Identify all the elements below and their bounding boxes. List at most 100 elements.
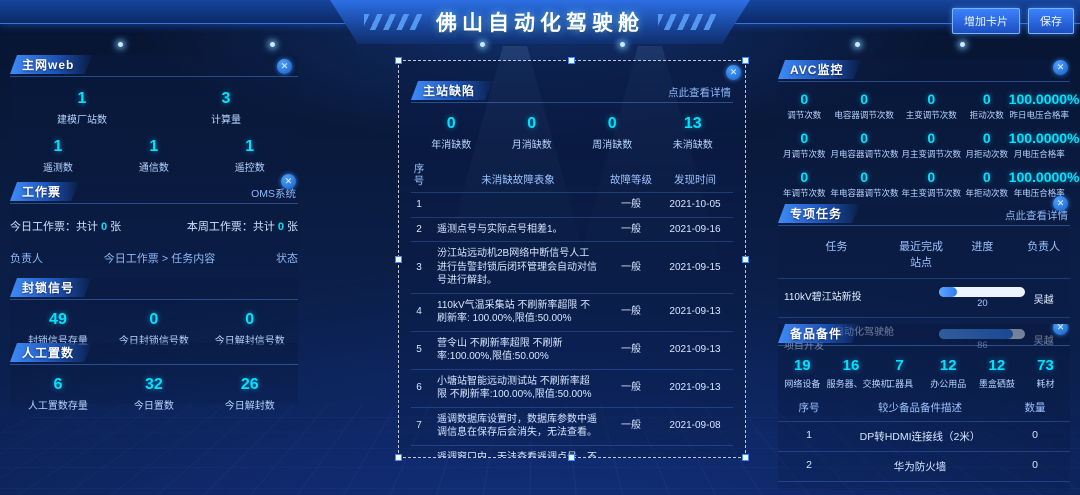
avc-stat: 0 月电容器调节次数 [830,130,899,159]
resize-handle-n[interactable] [568,57,575,64]
avc-stat: 0 拒动次数 [969,91,1004,120]
resize-handle-s[interactable] [568,454,575,461]
avc-stat: 0 年拒动次数 [965,169,1009,198]
table-row[interactable]: 6 小塘站智能远动测试站 不刷新率超限 不刷新率:100.00%,限值:50.00… [411,368,733,407]
table-row[interactable]: 1 DP转HDMI连接线（2米） 0 [778,421,1070,451]
resize-handle-sw[interactable] [395,454,402,461]
stat-ink-toner: 12 墨盒硒鼓 [978,357,1015,389]
close-icon[interactable]: ✕ [726,65,741,80]
panel-header: AVC监控 [778,60,1070,82]
stat-network-devices: 19 网络设备 [784,357,821,389]
table-row[interactable]: 2 华为防火墙 0 [778,451,1070,481]
resize-handle-se[interactable] [742,454,749,461]
avc-stat: 0 年调节次数 [783,169,826,198]
task-row[interactable]: 110kV碧江站新投 20 吴越 [778,278,1070,309]
stat-modeled-stations: 1 建模厂站数 [57,90,107,126]
glow-dot [960,42,965,47]
table-row[interactable]: 4 110kV气温采集站 不刷新率超限 不刷新率: 100.00%,限值:50.0… [411,292,733,331]
defects-table-header: 序号 未消缺故障表象 故障等级 发现时间 [413,163,716,188]
panel-header: 主网web [10,55,298,77]
progress-bar: 20 [939,287,1026,309]
avc-stat: 100.0000% 昨日电压合格率 [1008,91,1080,120]
spare-parts-table: 序号 较少备品备件描述 数量 1 DP转HDMI连接线（2米） 0 2 华为防火墙 0 … [778,400,1070,490]
table-row[interactable]: 3 汾江站远动机2B网络中断信号人工进行告警封锁后闭环管理会自动对信号进行解封。一… [411,241,733,293]
view-details-link[interactable]: 点此查看详情 [668,87,731,99]
col-task-content: 今日工作票 > 任务内容 [103,253,216,265]
close-icon[interactable]: ✕ [281,174,296,189]
panel-work-ticket: ✕ 工作票 OMS系统 今日工作票：共计 0 张 本周工作票：共计 0 张 负责人 今日… [10,174,298,270]
panel-header: 备品备件 [778,324,1070,346]
save-button[interactable]: 保存 [1028,8,1074,34]
avc-stat: 0 年电容器调节次数 [830,169,899,198]
table-row[interactable]: 1 一般 2021-10-05 [411,192,733,217]
table-row[interactable]: 3罗技无线鼠标键盘0 [778,481,1070,490]
panel-title: 备品备件 [778,324,860,343]
defects-table: 序号 未消缺故障表象 故障等级 发现时间 1 一般 2021-10-05 2 遥测点号… [411,163,733,457]
glow-dot [480,42,485,47]
spare-table-header: 序号 较少备品备件描述 数量 [798,402,1046,414]
panel-manual-set: 人工置数 6 人工置数存量 32 今日置数 26 今日解封数 [10,343,298,412]
panel-header: 人工置数 [10,343,298,365]
panel-title: 主站缺陷 [411,81,493,100]
stat-week-fixed: 0 周消缺数 [592,115,633,151]
panel-station-defects[interactable]: ✕ 主站缺陷 点此查看详情 0 年消缺数 0 月消缺数 0 周消缺数 13 未消… [398,60,746,458]
stat-consumables: 73 耗材 [1036,357,1055,389]
stat-calc-volume: 3 计算量 [211,90,241,126]
avc-stat: 100.0000% 月电压合格率 [1008,130,1080,159]
today-ticket-count: 今日工作票：共计 0 张 [10,221,122,233]
decor-slashes-right [658,14,716,30]
stat-telemetry: 1 遥测数 [42,138,73,174]
panel-main-web: ✕ 主网web 1 建模厂站数 3 计算量 1 遥测数 1 通信数 1 遥控数 [10,55,298,175]
header-bar-left [0,0,348,24]
table-row[interactable]: 5 营令山 不刷新率超限 不刷新率:100.00%,限值:50.00% 一般 2021… [411,330,733,369]
close-icon[interactable]: ✕ [1053,196,1068,211]
avc-stat: 0 月主变调节次数 [901,130,962,159]
stat-released-today: 26 今日解封数 [224,376,275,412]
ticket-table-header: 负责人 今日工作票 > 任务内容 状态 [10,250,298,266]
panel-title: 人工置数 [10,343,92,362]
panel-header: 封锁信号 [10,278,298,300]
header-buttons: 增加卡片 保存 [952,8,1074,34]
col-status: 状态 [275,253,298,265]
stat-unfixed: 13 未消缺数 [672,115,713,151]
panel-title: AVC监控 [778,60,861,79]
close-icon[interactable]: ✕ [1053,60,1068,75]
table-row[interactable]: 2 遥测点号与实际点号相差1。 一般 2021-09-16 [411,216,733,242]
panel-spare-parts: ✕ 备品备件 19 网络设备 16 服务器、交换机 7 工器具 12 办公用品 12 墨盒… [778,324,1070,490]
glow-dot [270,42,275,47]
stat-tools: 7 工器具 [886,357,914,389]
resize-handle-w[interactable] [395,256,402,263]
decor-slashes-left [364,14,422,30]
stat-manual-stock: 6 人工置数存量 [27,376,88,412]
panel-header: 工作票 OMS系统 [10,182,298,204]
resize-handle-ne[interactable] [742,57,749,64]
resize-handle-e[interactable] [742,256,749,263]
col-owner: 负责人 [10,253,43,265]
avc-stat: 100.0000% 年电压合格率 [1008,169,1080,198]
avc-stat: 0 调节次数 [787,91,822,120]
top-header: 佛山自动化驾驶舱 增加卡片 保存 [0,0,1080,48]
avc-stat: 0 月拒动次数 [965,130,1009,159]
resize-handle-nw[interactable] [395,57,402,64]
panel-title: 封锁信号 [10,278,92,297]
stat-comm: 1 通信数 [138,138,169,174]
stat-year-fixed: 0 年消缺数 [431,115,472,151]
close-icon[interactable]: ✕ [277,59,292,74]
avc-stat: 0 年主变调节次数 [901,169,962,198]
stat-unblocked-today: 0 今日解封信号数 [214,311,285,347]
view-details-link[interactable]: 点此查看详情 [1005,210,1068,222]
panel-title: 主网web [10,55,92,74]
close-icon[interactable]: ✕ [1053,324,1068,335]
oms-source-label: OMS系统 [251,188,296,200]
week-ticket-count: 本周工作票：共计 0 张 [186,221,298,233]
title-banner: 佛山自动化驾驶舱 [330,0,750,44]
table-row[interactable]: 7 遥调数据库设置时，数据库参数中遥调信息在保存后会消失，无法查看。 一般 2021-… [411,406,733,445]
glow-dot [855,42,860,47]
stat-set-today: 32 今日置数 [133,376,174,412]
panel-header: 主站缺陷 点此查看详情 [411,81,733,103]
table-row[interactable]: 8遥调窗口中，无法查看遥调点号，不方便自动化人员进行调试。一般2021-09-0… [411,444,733,457]
glow-dot [118,42,123,47]
avc-stat: 0 月调节次数 [783,130,826,159]
add-card-button[interactable]: 增加卡片 [952,8,1020,34]
page-title: 佛山自动化驾驶舱 [436,12,644,35]
